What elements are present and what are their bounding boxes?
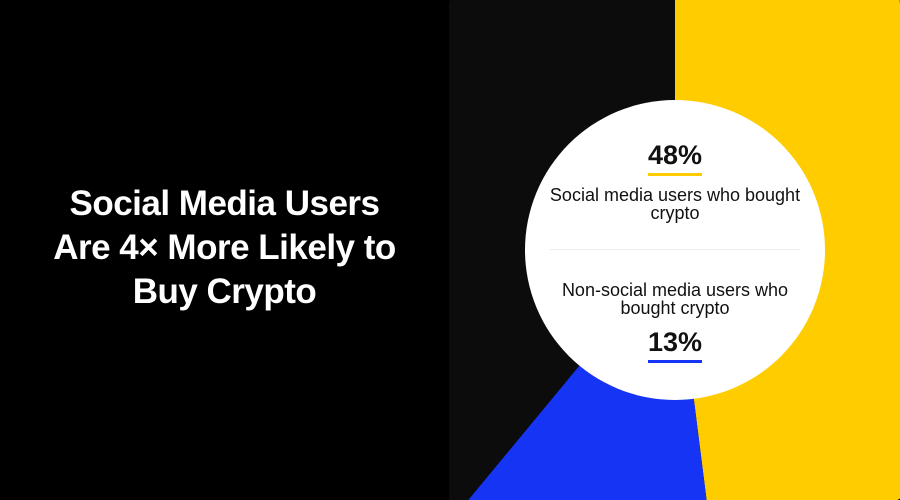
social-description: Social media users who bought crypto — [549, 185, 801, 223]
pie-chart — [449, 0, 900, 500]
divider — [550, 249, 800, 250]
social-label-group: 48% Social media users who bought crypto — [525, 140, 825, 222]
social-percent: 48% — [647, 140, 703, 176]
non-social-percent: 13% — [647, 327, 703, 363]
non-social-label-group: Non-social media users who bought crypto… — [525, 281, 825, 363]
center-circle — [525, 100, 825, 400]
title-panel: Social Media Users Are 4× More Likely to… — [0, 0, 449, 500]
non-social-description: Non-social media users who bought crypto — [561, 280, 789, 318]
chart-title: Social Media Users Are 4× More Likely to… — [53, 184, 396, 311]
